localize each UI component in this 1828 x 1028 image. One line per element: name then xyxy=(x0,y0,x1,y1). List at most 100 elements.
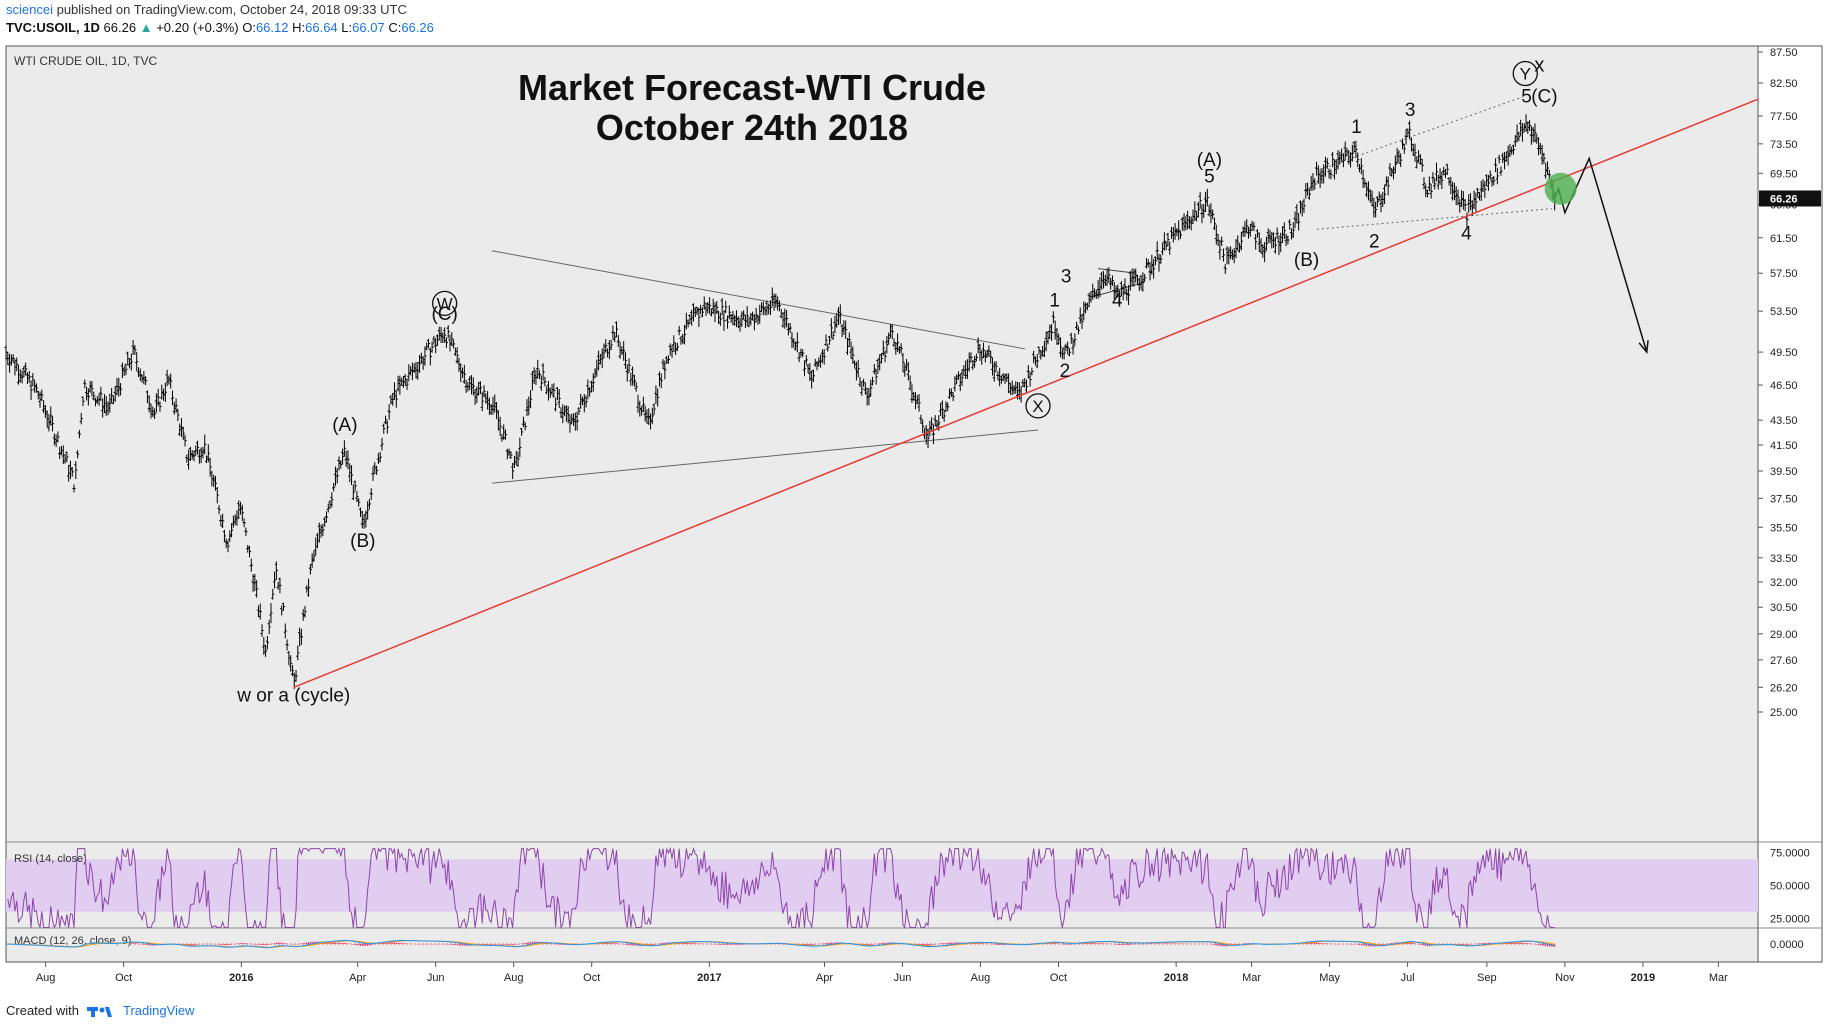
symbol-info: TVC:USOIL, 1D 66.26 ▲ +0.20 (+0.3%) O:66… xyxy=(6,20,434,35)
time-tick-label: May xyxy=(1319,972,1340,984)
time-tick-label: 2018 xyxy=(1164,972,1188,984)
ohlc-bar xyxy=(1350,144,1354,162)
ohlc-bar xyxy=(557,389,561,408)
ohlc-bar xyxy=(1177,220,1181,241)
wave-label: 2 xyxy=(1060,361,1071,382)
symbol-label: TVC:USOIL, 1D xyxy=(6,20,100,35)
ohlc-bar xyxy=(385,420,389,434)
ohlc-bar xyxy=(788,323,792,334)
ohlc-bar xyxy=(366,501,370,520)
time-tick-label: Apr xyxy=(349,972,366,984)
ohlc-bar xyxy=(158,401,162,412)
time-tick-label: 2019 xyxy=(1631,972,1655,984)
ohlc-bar xyxy=(860,382,864,396)
ohlc-bar xyxy=(242,518,246,528)
ohlc-bar xyxy=(622,341,626,361)
ohlc-bar xyxy=(174,398,178,413)
ohlc-bar xyxy=(1402,144,1406,154)
author-link[interactable]: sciencei xyxy=(6,2,53,17)
ohlc-bar xyxy=(930,417,934,432)
ohlc-bar xyxy=(1286,235,1290,245)
ohlc-bar xyxy=(244,527,248,536)
price-tick-label: 35.50 xyxy=(1770,522,1798,534)
low-label: L: xyxy=(341,20,353,35)
ohlc-bar xyxy=(1465,212,1469,228)
ohlc-bar xyxy=(1212,217,1217,230)
ohlc-bar xyxy=(724,300,728,313)
ohlc-bar xyxy=(844,320,848,339)
ohlc-bar xyxy=(972,355,977,368)
ohlc-bar xyxy=(1422,177,1426,190)
ohlc-bar xyxy=(324,511,329,523)
ohlc-bar xyxy=(296,645,300,661)
ohlc-bar xyxy=(353,480,357,492)
high-value: 66.64 xyxy=(305,20,338,35)
rsi-axis-label: 75.0000 xyxy=(1770,848,1810,860)
ohlc-bar xyxy=(1075,321,1079,330)
ohlc-bar xyxy=(1024,379,1029,394)
time-tick-label: Jun xyxy=(427,972,445,984)
ohlc-bar xyxy=(1282,222,1286,239)
price-tick-label: 87.50 xyxy=(1770,47,1798,59)
ohlc-bar xyxy=(1223,263,1227,274)
ohlc-bar xyxy=(380,437,384,451)
price-tick-label: 82.50 xyxy=(1770,78,1798,90)
ohlc-bar xyxy=(383,415,388,425)
tradingview-link[interactable]: TradingView xyxy=(122,1003,195,1018)
ohlc-bar xyxy=(1325,158,1329,169)
ohlc-bar xyxy=(86,388,90,406)
ohlc-bar xyxy=(387,404,391,420)
ohlc-bar xyxy=(1302,198,1306,213)
wave-label: 1 xyxy=(1351,117,1362,138)
price-tick-label: 39.50 xyxy=(1770,466,1798,478)
wave-label: 5 xyxy=(1521,87,1532,108)
ohlc-bar xyxy=(1429,184,1433,199)
ohlc-bar xyxy=(1049,324,1054,341)
ohlc-bar xyxy=(870,376,875,386)
ohlc-bar xyxy=(1236,235,1240,251)
ohlc-bar xyxy=(795,332,799,353)
time-tick-label: Nov xyxy=(1555,972,1575,984)
macd-line xyxy=(5,939,1555,949)
price-tick-label: 33.50 xyxy=(1770,553,1798,565)
ohlc-bar xyxy=(804,355,808,365)
price-tick-label: 69.50 xyxy=(1770,168,1798,180)
ohlc-bar xyxy=(342,440,346,457)
ohlc-bar xyxy=(992,361,996,382)
macd-label: MACD (12, 26, close, 9) xyxy=(14,935,131,947)
ohlc-bar xyxy=(541,363,545,381)
price-chart[interactable]: WTI CRUDE OIL, 1D, TVC Market Forecast-W… xyxy=(0,40,1828,990)
wave-label: 5 xyxy=(1204,167,1215,188)
ohlc-bar xyxy=(981,342,986,359)
ohlc-bar xyxy=(1359,158,1363,175)
ohlc-bar xyxy=(153,408,157,419)
ohlc-bar xyxy=(1375,196,1380,208)
macd-axis-label: 0.0000 xyxy=(1770,939,1804,951)
ohlc-bar xyxy=(478,381,483,395)
ohlc-bar xyxy=(1486,174,1491,191)
ohlc-bar xyxy=(1073,333,1077,346)
tradingview-logo-icon xyxy=(86,1006,112,1017)
price-tick-label: 30.50 xyxy=(1770,602,1798,614)
ohlc-bar xyxy=(824,334,828,347)
ohlc-bar xyxy=(269,602,273,624)
ohlc-bar xyxy=(901,353,905,372)
ohlc-bar xyxy=(1427,176,1431,192)
ohlc-bar xyxy=(989,350,993,364)
ohlc-bar xyxy=(1408,120,1412,140)
ohlc-bar xyxy=(677,325,681,336)
ohlc-bar xyxy=(50,415,55,432)
ohlc-bar xyxy=(213,475,218,491)
ohlc-bar xyxy=(444,337,449,348)
ohlc-bar xyxy=(1126,284,1131,306)
ohlc-bar xyxy=(831,331,835,340)
wave-label-x: x xyxy=(1534,55,1544,77)
ohlc-bar xyxy=(183,434,187,447)
ohlc-bar xyxy=(768,300,773,315)
ohlc-bar xyxy=(702,296,706,310)
ohlc-bar xyxy=(215,486,219,504)
ohlc-bar xyxy=(604,339,608,353)
ohlc-bar xyxy=(1264,236,1269,251)
ohlc-bar xyxy=(1474,192,1478,212)
ohlc-bar xyxy=(1066,341,1070,355)
